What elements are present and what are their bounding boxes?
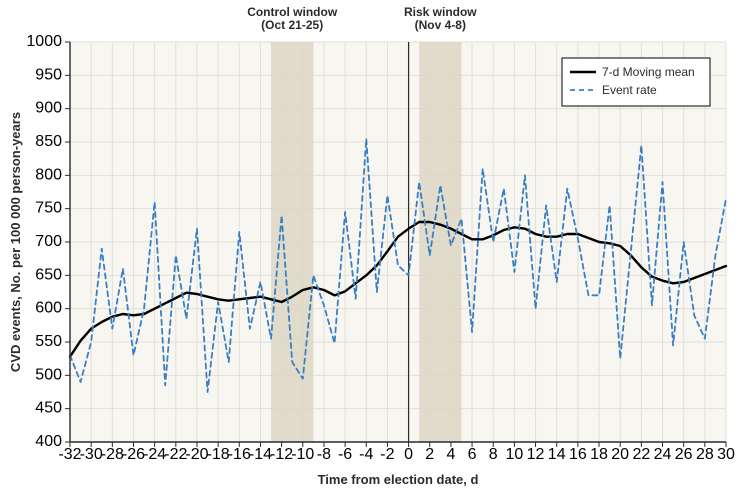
x-tick-label: -24 bbox=[143, 446, 166, 463]
x-tick-label: -4 bbox=[359, 446, 373, 463]
x-tick-label: 22 bbox=[632, 446, 650, 463]
x-tick-label: -22 bbox=[164, 446, 187, 463]
x-tick-label: -28 bbox=[101, 446, 124, 463]
x-tick-label: -12 bbox=[270, 446, 293, 463]
y-tick-label: 1000 bbox=[26, 33, 62, 50]
risk-window-label-0: Risk window bbox=[404, 5, 477, 19]
x-tick-label: -30 bbox=[80, 446, 103, 463]
legend-item-label: Event rate bbox=[602, 83, 657, 97]
y-tick-label: 450 bbox=[35, 400, 62, 417]
x-tick-label: 0 bbox=[404, 446, 413, 463]
x-tick-label: 16 bbox=[569, 446, 587, 463]
x-tick-label: -2 bbox=[380, 446, 394, 463]
chart-svg: Control window(Oct 21-25) Risk window(Nov… bbox=[0, 0, 746, 500]
y-tick-label: 900 bbox=[35, 100, 62, 117]
x-tick-label: 12 bbox=[527, 446, 545, 463]
x-tick-label: 28 bbox=[696, 446, 714, 463]
x-tick-label: -18 bbox=[207, 446, 230, 463]
risk-window-label-1: (Nov 4-8) bbox=[415, 18, 466, 32]
y-tick-label: 800 bbox=[35, 166, 62, 183]
x-tick-label: 8 bbox=[489, 446, 498, 463]
y-tick-label: 700 bbox=[35, 233, 62, 250]
x-tick-label: 14 bbox=[548, 446, 566, 463]
y-tick-label: 750 bbox=[35, 200, 62, 217]
y-tick-label: 950 bbox=[35, 66, 62, 83]
y-axis-label: CVD events, No. per 100 000 person-years bbox=[8, 112, 23, 372]
x-tick-label: 26 bbox=[675, 446, 693, 463]
y-tick-label: 500 bbox=[35, 366, 62, 383]
y-tick-label: 650 bbox=[35, 266, 62, 283]
risk-window-band bbox=[419, 42, 461, 442]
legend-item-label: 7-d Moving mean bbox=[602, 65, 695, 79]
x-tick-label: 30 bbox=[717, 446, 735, 463]
cvd-election-chart: Control window(Oct 21-25) Risk window(Nov… bbox=[0, 0, 746, 500]
x-tick-label: 18 bbox=[590, 446, 608, 463]
legend: 7-d Moving mean Event rate bbox=[562, 58, 710, 106]
x-tick-label: -6 bbox=[338, 446, 352, 463]
x-tick-label: -14 bbox=[249, 446, 272, 463]
x-tick-label: 10 bbox=[505, 446, 523, 463]
x-tick-label: 20 bbox=[611, 446, 629, 463]
y-tick-label: 600 bbox=[35, 300, 62, 317]
x-tick-label: -8 bbox=[317, 446, 331, 463]
x-axis-label: Time from election date, d bbox=[318, 472, 479, 487]
control-window-label-1: (Oct 21-25) bbox=[261, 18, 323, 32]
x-tick-label: -26 bbox=[122, 446, 145, 463]
x-tick-label: 4 bbox=[446, 446, 455, 463]
x-tick-label: -10 bbox=[291, 446, 314, 463]
y-tick-label: 400 bbox=[35, 433, 62, 450]
control-window-band bbox=[271, 42, 313, 442]
x-tick-label: -16 bbox=[228, 446, 251, 463]
x-tick-label: 2 bbox=[425, 446, 434, 463]
x-tick-label: 24 bbox=[654, 446, 672, 463]
y-tick-label: 550 bbox=[35, 333, 62, 350]
x-tick-label: -20 bbox=[185, 446, 208, 463]
control-window-label-0: Control window bbox=[247, 5, 338, 19]
x-tick-label: 6 bbox=[468, 446, 477, 463]
y-tick-label: 850 bbox=[35, 133, 62, 150]
